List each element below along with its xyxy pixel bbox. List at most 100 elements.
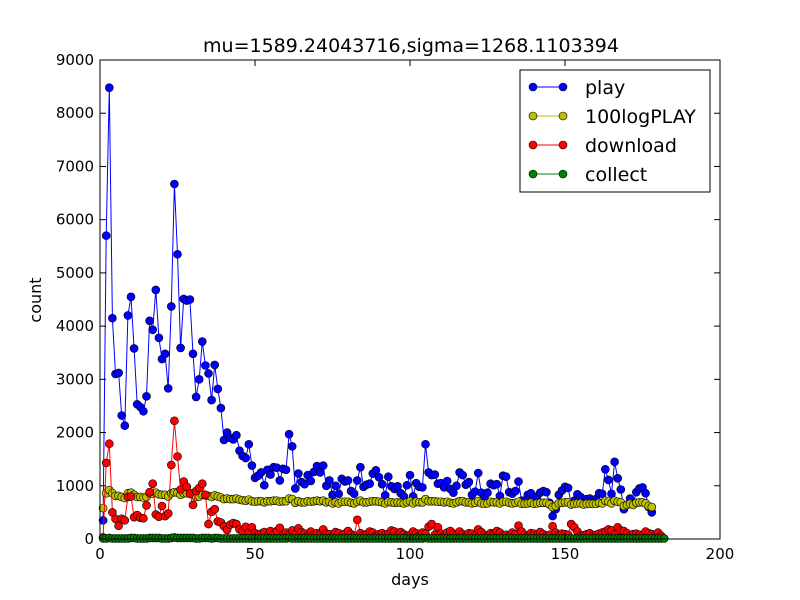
data-point bbox=[442, 476, 452, 486]
data-point bbox=[185, 295, 195, 304]
data-point bbox=[114, 368, 123, 378]
data-point bbox=[405, 470, 415, 480]
data-point bbox=[281, 465, 291, 475]
data-point bbox=[563, 483, 573, 493]
legend-marker bbox=[528, 82, 538, 92]
data-point bbox=[139, 513, 148, 523]
data-point bbox=[610, 457, 619, 467]
legend-item-collect: collect bbox=[528, 164, 647, 186]
data-point bbox=[275, 476, 285, 485]
data-point bbox=[194, 375, 204, 384]
data-point bbox=[659, 534, 669, 543]
y-tick-label: 3000 bbox=[56, 370, 94, 388]
data-point bbox=[600, 464, 610, 474]
data-point bbox=[365, 479, 375, 488]
legend-marker bbox=[528, 169, 538, 179]
data-point bbox=[213, 384, 223, 394]
data-point bbox=[275, 523, 285, 533]
data-point bbox=[542, 487, 551, 497]
data-point bbox=[198, 479, 207, 488]
data-point bbox=[325, 476, 334, 485]
data-point bbox=[139, 406, 148, 416]
y-tick-label: 6000 bbox=[56, 211, 94, 229]
data-point bbox=[492, 479, 502, 489]
data-point bbox=[167, 302, 176, 311]
data-point bbox=[458, 470, 468, 480]
x-tick-label: 50 bbox=[245, 545, 264, 563]
y-tick-label: 4000 bbox=[56, 317, 94, 335]
data-point bbox=[151, 285, 161, 295]
data-point bbox=[101, 231, 111, 240]
data-point bbox=[318, 461, 328, 470]
series-100logPLAY bbox=[98, 485, 657, 513]
data-point bbox=[352, 476, 362, 485]
x-tick-label: 150 bbox=[551, 545, 580, 563]
data-point bbox=[473, 468, 483, 478]
y-tick-label: 0 bbox=[84, 530, 94, 548]
data-point bbox=[129, 344, 139, 353]
x-tick-label: 200 bbox=[706, 545, 735, 563]
data-point bbox=[188, 349, 198, 359]
plot-area: 0 50 100 150 2000100020003000400050006000700… bbox=[56, 51, 735, 563]
data-point bbox=[105, 439, 114, 449]
data-point bbox=[244, 439, 254, 449]
data-point bbox=[163, 384, 173, 393]
data-point bbox=[201, 361, 210, 370]
data-point bbox=[421, 439, 430, 449]
data-point bbox=[117, 411, 126, 420]
data-point bbox=[98, 516, 108, 525]
data-point bbox=[287, 442, 297, 451]
y-axis-label: count bbox=[26, 277, 45, 322]
data-point bbox=[377, 479, 387, 489]
data-point bbox=[176, 343, 185, 353]
data-point bbox=[198, 337, 207, 346]
data-point bbox=[173, 452, 182, 461]
legend-marker bbox=[558, 140, 568, 150]
legend-marker bbox=[558, 82, 568, 92]
data-point bbox=[101, 458, 111, 468]
data-point bbox=[641, 488, 650, 498]
data-point bbox=[160, 349, 170, 359]
data-point bbox=[201, 490, 210, 500]
data-point bbox=[430, 470, 440, 479]
data-point bbox=[613, 474, 623, 483]
data-point bbox=[284, 429, 294, 439]
data-point bbox=[647, 502, 657, 512]
data-point bbox=[105, 83, 114, 92]
data-point bbox=[501, 472, 511, 482]
data-point bbox=[120, 516, 130, 525]
y-tick-label: 9000 bbox=[56, 51, 94, 69]
data-point bbox=[157, 501, 167, 511]
data-point bbox=[616, 485, 626, 494]
data-point bbox=[154, 333, 164, 343]
data-point bbox=[145, 316, 154, 326]
data-point bbox=[145, 487, 154, 497]
legend-label: 100logPLAY bbox=[585, 106, 696, 128]
data-point bbox=[306, 476, 316, 486]
data-point bbox=[210, 504, 219, 514]
data-point bbox=[241, 453, 250, 463]
data-point bbox=[356, 462, 365, 472]
data-point bbox=[483, 488, 492, 498]
data-point bbox=[204, 369, 213, 378]
series-layer bbox=[98, 83, 669, 543]
data-point bbox=[383, 472, 393, 482]
data-point bbox=[266, 470, 275, 479]
data-point bbox=[148, 479, 157, 488]
legend-marker bbox=[558, 111, 568, 121]
y-tick-label: 5000 bbox=[56, 264, 94, 282]
data-point bbox=[452, 481, 461, 491]
legend-frame bbox=[519, 69, 711, 193]
data-point bbox=[126, 492, 136, 501]
data-point bbox=[120, 421, 130, 430]
data-point bbox=[216, 403, 226, 413]
data-point bbox=[418, 483, 427, 492]
data-point bbox=[126, 292, 136, 302]
data-point bbox=[259, 480, 269, 490]
y-tick-label: 7000 bbox=[56, 157, 94, 175]
legend-label: collect bbox=[585, 164, 647, 186]
data-point bbox=[207, 395, 216, 405]
data-point bbox=[349, 489, 359, 499]
data-point bbox=[148, 325, 157, 335]
